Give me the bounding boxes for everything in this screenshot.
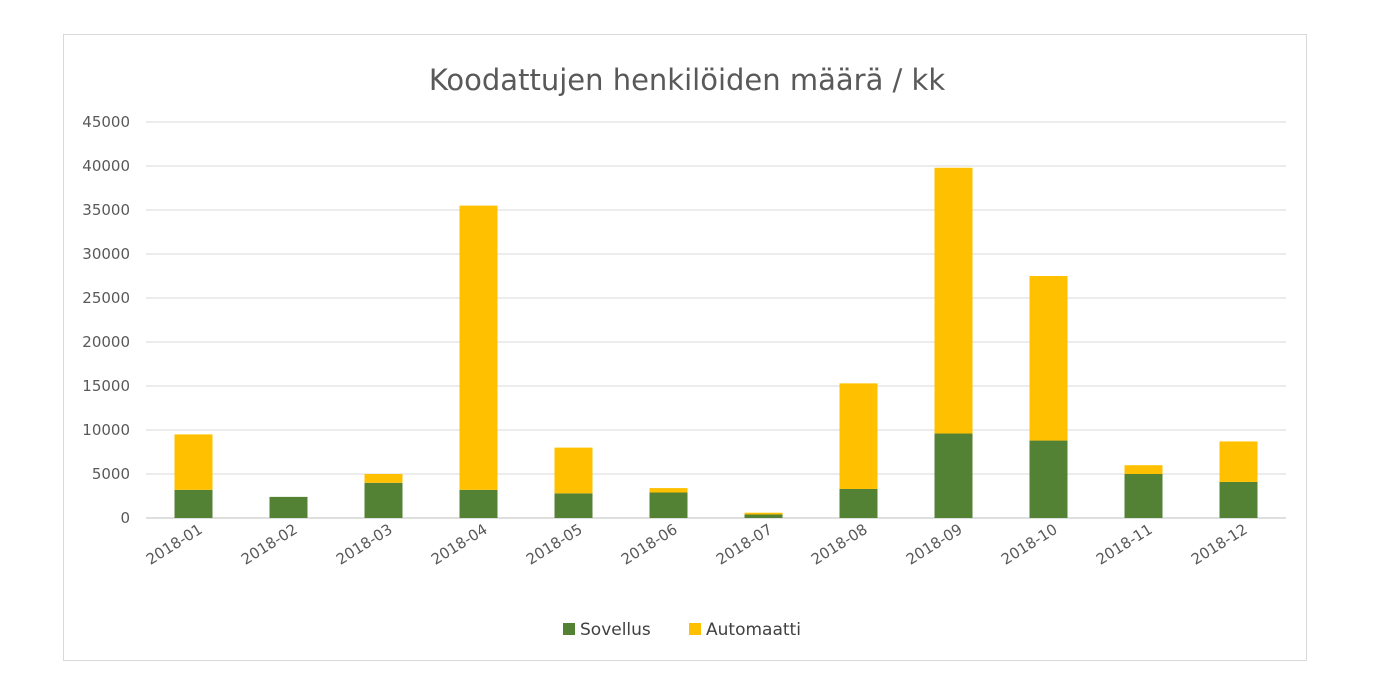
bar-sovellus-2018-01: [174, 489, 213, 518]
bar-automaatti-2018-01: [174, 434, 213, 490]
bar-sovellus-2018-02: [269, 496, 308, 518]
bar-automaatti-2018-11: [1124, 465, 1163, 474]
y-tick-label: 5000: [92, 465, 130, 483]
x-tick-label: 2018-08: [808, 520, 871, 568]
legend-label-sovellus: Sovellus: [580, 620, 651, 640]
bar-automaatti-2018-05: [554, 447, 593, 494]
bar-sovellus-2018-06: [649, 492, 688, 518]
chart-frame: Koodattujen henkilöiden määrä / kk 0 5000…: [63, 34, 1307, 661]
bar-sovellus-2018-10: [1029, 440, 1068, 518]
x-tick-label: 2018-10: [998, 520, 1061, 568]
bar-automaatti-2018-03: [364, 474, 403, 483]
x-tick-label: 2018-03: [333, 520, 396, 568]
bar-sovellus-2018-04: [459, 489, 498, 518]
y-tick-label: 15000: [82, 377, 130, 395]
legend-swatch-sovellus: [563, 623, 575, 635]
legend-label-automaatti: Automaatti: [706, 620, 801, 640]
y-tick-label: 10000: [82, 421, 130, 439]
legend: Sovellus Automaatti: [563, 620, 801, 640]
x-tick-label: 2018-02: [238, 520, 301, 568]
x-tick-label: 2018-01: [143, 520, 206, 568]
x-tick-label: 2018-06: [618, 520, 681, 568]
y-axis-ticks: 0 5000 10000 15000 20000 25000 30000 35000 40000…: [82, 113, 130, 527]
bar-sovellus-2018-08: [839, 488, 878, 518]
bar-sovellus-2018-11: [1124, 474, 1163, 518]
y-tick-label: 25000: [82, 289, 130, 307]
bar-sovellus-2018-09: [934, 433, 973, 518]
x-tick-label: 2018-07: [713, 520, 776, 568]
y-tick-label: 30000: [82, 245, 130, 263]
bar-automaatti-2018-10: [1029, 276, 1068, 441]
x-tick-label: 2018-09: [903, 520, 966, 568]
chart-title: Koodattujen henkilöiden määrä / kk: [429, 63, 945, 97]
x-tick-label: 2018-11: [1093, 520, 1156, 568]
x-tick-label: 2018-04: [428, 520, 491, 568]
bar-automaatti-2018-12: [1219, 441, 1258, 482]
bar-sovellus-2018-07: [744, 514, 783, 518]
y-tick-label: 20000: [82, 333, 130, 351]
bar-automaatti-2018-09: [934, 167, 973, 434]
x-tick-label: 2018-05: [523, 520, 586, 568]
x-axis-ticks: 2018-01 2018-02 2018-03 2018-04 2018-05 2018-…: [143, 520, 1251, 568]
bars: [174, 167, 1258, 518]
bar-automaatti-2018-06: [649, 488, 688, 493]
y-tick-label: 45000: [82, 113, 130, 131]
bar-automaatti-2018-07: [744, 512, 783, 515]
bar-automaatti-2018-04: [459, 205, 498, 490]
bar-sovellus-2018-03: [364, 482, 403, 518]
y-tick-label: 0: [120, 509, 130, 527]
bar-sovellus-2018-05: [554, 493, 593, 518]
bar-sovellus-2018-12: [1219, 481, 1258, 518]
x-tick-label: 2018-12: [1188, 520, 1251, 568]
y-tick-label: 35000: [82, 201, 130, 219]
bar-automaatti-2018-08: [839, 383, 878, 489]
y-tick-label: 40000: [82, 157, 130, 175]
legend-swatch-automaatti: [689, 623, 701, 635]
gridlines: [146, 121, 1286, 519]
